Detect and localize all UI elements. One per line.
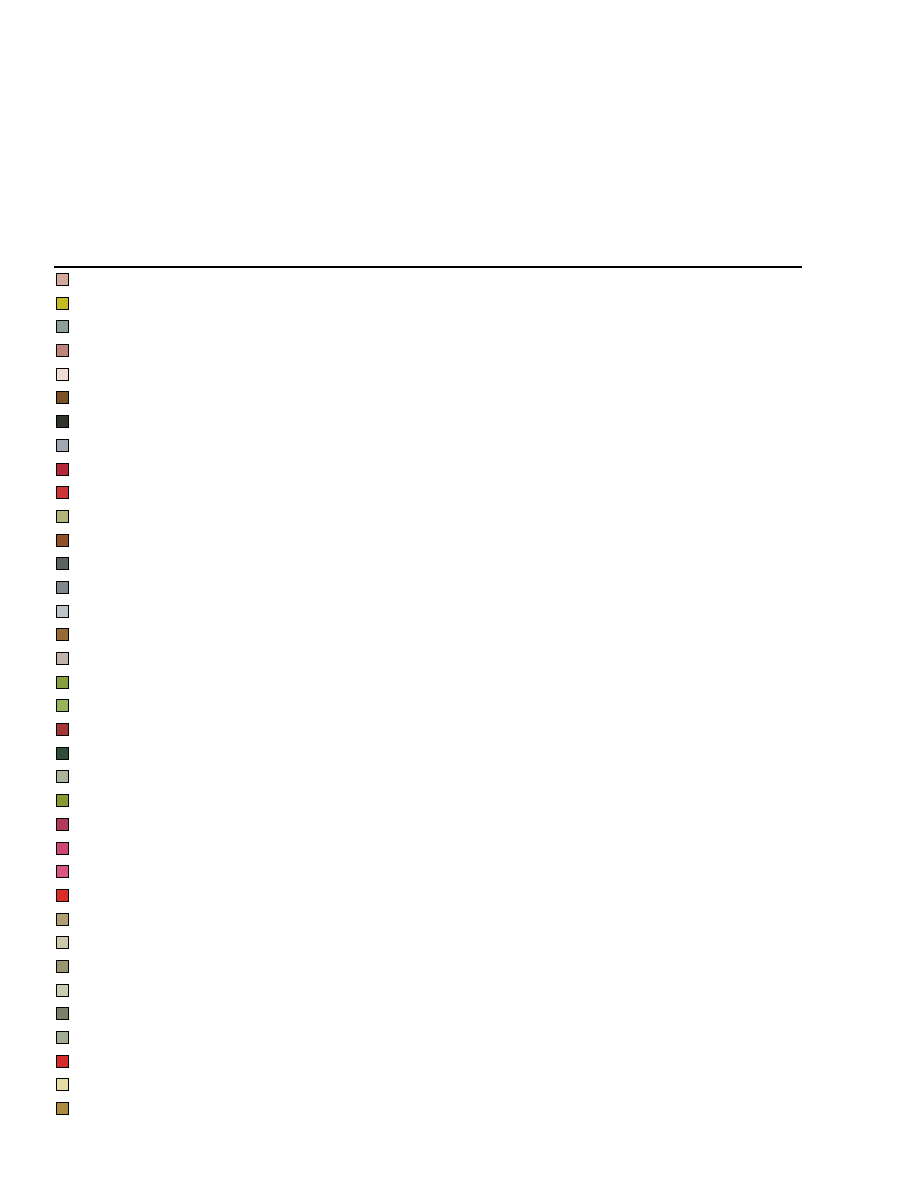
color-swatch <box>56 509 69 523</box>
color-swatch <box>56 794 69 808</box>
color-swatch <box>56 652 69 665</box>
color-swatch <box>56 959 69 973</box>
color-swatch <box>56 912 69 926</box>
color-swatch <box>56 533 69 547</box>
color-swatch <box>56 675 69 689</box>
color-swatch <box>56 391 69 405</box>
color-swatch <box>56 604 69 618</box>
color-swatch <box>56 557 69 571</box>
color-swatch <box>56 888 69 902</box>
color-swatch <box>56 628 69 642</box>
color-swatch <box>56 580 69 594</box>
horizontal-rule <box>54 266 802 268</box>
color-swatch <box>56 699 69 713</box>
color-swatch <box>56 273 69 286</box>
color-swatch <box>56 1078 69 1092</box>
color-swatch <box>56 770 69 784</box>
color-swatch <box>56 817 69 831</box>
color-swatch <box>56 438 69 452</box>
color-swatch <box>56 462 69 476</box>
color-swatch <box>56 1007 69 1021</box>
color-swatch <box>56 865 69 879</box>
color-swatch <box>56 936 69 950</box>
color-swatch <box>56 415 69 429</box>
color-swatch <box>56 486 69 500</box>
color-swatch <box>56 746 69 760</box>
color-swatch <box>56 841 69 855</box>
color-swatch <box>56 344 69 358</box>
color-swatch <box>56 983 69 997</box>
color-swatch <box>56 296 69 310</box>
color-swatch <box>56 320 69 334</box>
color-swatch <box>56 723 69 737</box>
color-swatch <box>56 1031 69 1044</box>
color-swatch <box>56 1102 69 1116</box>
color-swatch <box>56 367 69 381</box>
color-swatch <box>56 1054 69 1068</box>
